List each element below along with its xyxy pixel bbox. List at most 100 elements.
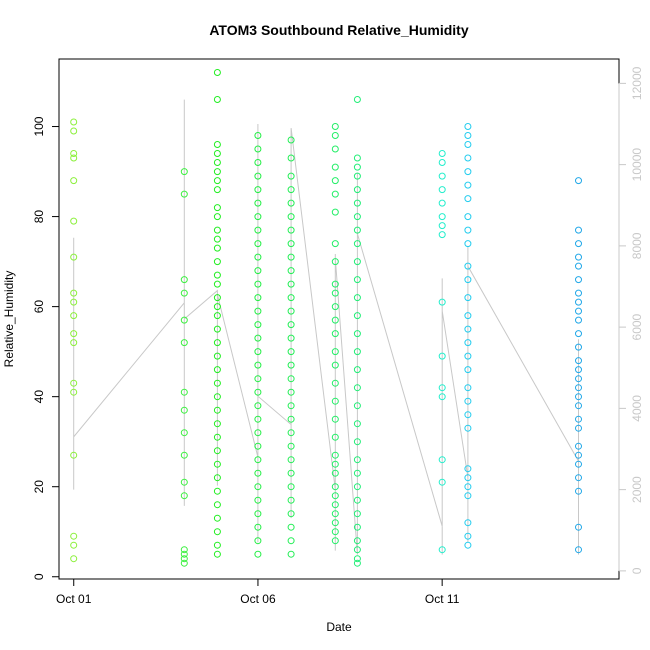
right-tick-label: 10000 (630, 148, 644, 182)
data-point (575, 424, 582, 432)
data-point (70, 541, 78, 549)
data-point (213, 204, 221, 212)
data-point (353, 276, 361, 284)
data-point (180, 168, 188, 176)
data-point (575, 240, 582, 248)
data-point (70, 330, 78, 338)
data-point (254, 240, 262, 248)
right-tick-label: 4000 (630, 395, 644, 422)
data-point (575, 366, 582, 374)
data-point (287, 172, 295, 180)
data-point (331, 177, 339, 185)
series-7 (438, 150, 446, 554)
data-point (575, 226, 582, 234)
data-point (287, 213, 295, 221)
data-point (438, 393, 446, 401)
secondary-line-layer (73, 99, 579, 555)
data-point (70, 339, 78, 347)
series-1 (180, 168, 188, 567)
data-point (353, 366, 361, 374)
data-point (575, 402, 582, 410)
data-point (287, 415, 295, 423)
data-point (70, 150, 78, 157)
data-point (254, 132, 262, 139)
data-point (254, 523, 262, 531)
y-axis-title: Relative_Humidity (2, 271, 16, 368)
data-point (213, 393, 221, 401)
y-axis-left: 0 20 40 60 80 100 (32, 116, 60, 580)
data-point (70, 379, 78, 387)
data-point (331, 451, 339, 459)
x-tick-label: Oct 11 (425, 592, 460, 606)
data-point (464, 213, 472, 221)
data-point (254, 402, 262, 410)
data-point (575, 384, 582, 392)
secondary-line (73, 99, 579, 555)
data-point (287, 136, 295, 144)
data-point (331, 379, 339, 387)
y-tick-label: 100 (32, 116, 46, 136)
data-point (287, 388, 295, 396)
data-point (331, 258, 339, 266)
data-point (353, 555, 361, 563)
data-point (213, 550, 221, 558)
data-point (213, 168, 221, 176)
data-point (254, 429, 262, 437)
data-point (575, 474, 582, 482)
data-point (70, 388, 78, 396)
data-point (575, 253, 582, 261)
y-tick-label: 20 (32, 480, 46, 494)
data-point (464, 312, 472, 320)
data-point (287, 226, 295, 234)
data-point (331, 361, 339, 369)
data-point (331, 528, 339, 536)
data-point (331, 469, 339, 477)
data-point (331, 240, 339, 248)
data-point (464, 384, 472, 392)
data-point (213, 366, 221, 374)
data-point (464, 483, 472, 491)
data-point (70, 298, 78, 306)
data-point (575, 307, 582, 315)
data-point (353, 240, 361, 248)
data-point (464, 411, 472, 419)
data-point (180, 451, 188, 459)
data-point (353, 523, 361, 531)
data-point (254, 537, 262, 545)
data-point (353, 469, 361, 477)
data-point (575, 276, 582, 284)
data-point (213, 159, 221, 166)
data-point (287, 483, 295, 491)
data-point (254, 388, 262, 396)
data-point (353, 163, 361, 171)
series-8 (464, 123, 472, 549)
data-point (70, 451, 78, 459)
data-point (438, 298, 446, 306)
data-point (213, 303, 221, 311)
data-point (353, 348, 361, 356)
data-point (213, 541, 221, 549)
data-point (464, 366, 472, 374)
series-3 (254, 132, 262, 558)
data-point (331, 492, 339, 500)
data-point (438, 478, 446, 486)
data-point (575, 523, 582, 531)
data-point (70, 253, 78, 261)
data-point (180, 559, 188, 567)
data-point (353, 483, 361, 491)
data-point (254, 226, 262, 234)
y-axis-right: 0 2000 4000 6000 8000 10000 12000 (618, 66, 644, 574)
data-point (464, 294, 472, 302)
data-point (254, 186, 262, 194)
data-point (254, 253, 262, 261)
data-point (464, 226, 472, 234)
data-point (575, 442, 582, 450)
data-point (438, 456, 446, 464)
data-point (70, 118, 78, 126)
data-point (464, 492, 472, 500)
data-point (353, 330, 361, 338)
data-point (331, 510, 339, 518)
series-4 (287, 136, 295, 558)
data-point (213, 487, 221, 495)
data-point (213, 213, 221, 221)
